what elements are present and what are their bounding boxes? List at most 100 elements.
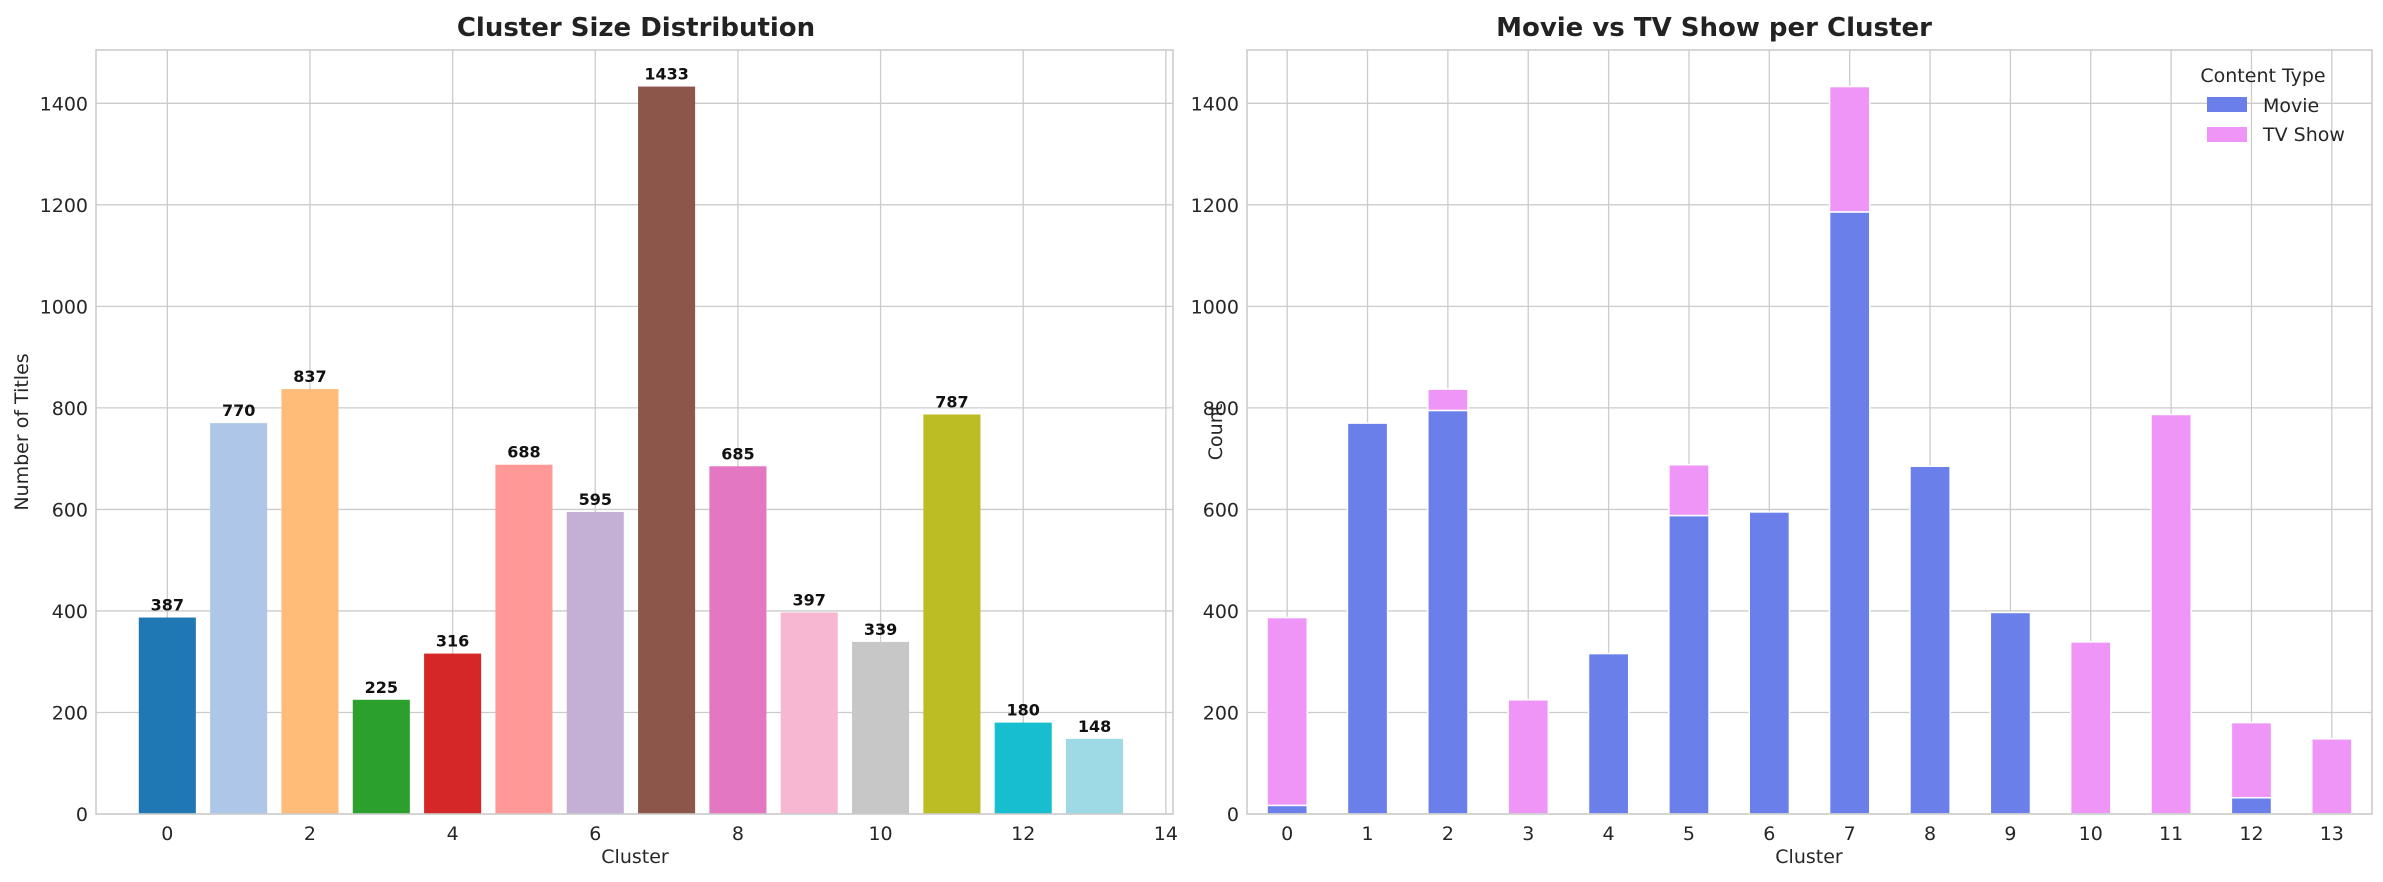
x-tick-label: 8 bbox=[732, 823, 744, 845]
plot-frame bbox=[1246, 49, 2373, 815]
y-tick-label: 1000 bbox=[1191, 296, 1239, 318]
y-tick-label: 400 bbox=[52, 601, 88, 623]
y-tick-label: 1200 bbox=[40, 195, 88, 217]
data-label-cluster-12: 180 bbox=[1007, 701, 1040, 720]
plot-frame bbox=[95, 49, 1174, 815]
data-label-cluster-8: 685 bbox=[721, 444, 754, 463]
y-tick-label: 800 bbox=[1203, 398, 1239, 420]
bar-cluster-1 bbox=[210, 423, 268, 814]
data-label-cluster-5: 688 bbox=[507, 443, 540, 462]
x-tick-label: 7 bbox=[1844, 823, 1856, 845]
data-label-cluster-7: 1433 bbox=[644, 65, 689, 84]
y-tick-label: 1400 bbox=[1191, 93, 1239, 115]
y-tick-labels: 0 200 400 600 800 1000 1200 1400 bbox=[40, 93, 88, 826]
x-tick-label: 2 bbox=[304, 823, 316, 845]
x-tick-label: 12 bbox=[1011, 823, 1035, 845]
y-tick-label: 1000 bbox=[40, 296, 88, 318]
data-label-cluster-3: 225 bbox=[365, 678, 398, 697]
y-tick-label: 0 bbox=[76, 804, 88, 826]
bar-cluster-2 bbox=[281, 389, 339, 814]
y-tick-label: 400 bbox=[1203, 601, 1239, 623]
y-tick-labels: 0 200 400 600 800 1000 1200 1400 bbox=[1191, 93, 1239, 826]
x-tick-label: 0 bbox=[1281, 823, 1293, 845]
x-axis-label: Cluster bbox=[1775, 846, 1843, 868]
x-tick-label: 12 bbox=[2239, 823, 2263, 845]
bar-cluster-0 bbox=[138, 617, 196, 814]
y-axis-label: Number of Titles bbox=[11, 353, 33, 510]
x-tick-label: 8 bbox=[1924, 823, 1936, 845]
data-label-cluster-11: 787 bbox=[935, 392, 968, 411]
bar-cluster-11 bbox=[923, 414, 981, 814]
bar-tv-show-cluster-0 bbox=[1266, 616, 1309, 807]
y-tick-label: 0 bbox=[1227, 804, 1239, 826]
bar-movie-cluster-5 bbox=[1668, 514, 1710, 815]
bar-cluster-8 bbox=[709, 466, 767, 814]
x-tick-label: 9 bbox=[2004, 823, 2016, 845]
bar-cluster-9 bbox=[780, 612, 838, 814]
bar-movie-cluster-8 bbox=[1909, 465, 1951, 815]
x-tick-labels: 0 1 2 3 4 5 6 7 8 9 10 11 12 13 bbox=[1281, 823, 2344, 845]
chart-title: Movie vs TV Show per Cluster bbox=[1496, 13, 1932, 43]
bar-tv-show-cluster-11 bbox=[2150, 413, 2192, 815]
x-tick-label: 1 bbox=[1361, 823, 1373, 845]
x-tick-label: 6 bbox=[1763, 823, 1775, 845]
bar-tv-show-cluster-13 bbox=[2310, 738, 2353, 815]
bar-tv-show-cluster-3 bbox=[1507, 699, 1550, 815]
legend-label-movie: Movie bbox=[2263, 95, 2319, 117]
data-label-cluster-9: 397 bbox=[793, 590, 826, 609]
bar-movie-cluster-9 bbox=[1989, 611, 2032, 815]
gridlines bbox=[1247, 50, 2372, 815]
data-label-cluster-4: 316 bbox=[436, 632, 469, 651]
y-tick-label: 200 bbox=[52, 702, 88, 724]
bar-movie-cluster-1 bbox=[1346, 422, 1389, 815]
data-label-cluster-2: 837 bbox=[293, 367, 326, 386]
bar-movie-cluster-2 bbox=[1427, 409, 1469, 815]
bar-cluster-5 bbox=[495, 464, 553, 814]
x-tick-label: 14 bbox=[1154, 823, 1178, 845]
bar-movie-cluster-7 bbox=[1828, 211, 1871, 815]
x-axis-label: Cluster bbox=[601, 846, 669, 868]
x-tick-label: 10 bbox=[868, 823, 892, 845]
bar-tv-show-cluster-2 bbox=[1427, 388, 1469, 412]
x-tick-label: 11 bbox=[2159, 823, 2183, 845]
cluster-size-chart: Cluster Size Distribution 387 770 837 225 31… bbox=[11, 13, 1178, 868]
bar-tv-show-cluster-5 bbox=[1668, 463, 1710, 517]
data-label-cluster-10: 339 bbox=[864, 620, 897, 639]
data-labels: 387 770 837 225 316 688 595 1433 685 397 339 787 180… bbox=[151, 65, 1112, 736]
data-label-cluster-13: 148 bbox=[1078, 717, 1111, 736]
bar-movie-cluster-4 bbox=[1587, 652, 1630, 815]
bars bbox=[138, 86, 1124, 814]
data-label-cluster-1: 770 bbox=[222, 401, 255, 420]
bar-movie-cluster-6 bbox=[1748, 511, 1791, 815]
bar-cluster-10 bbox=[852, 641, 910, 814]
x-tick-labels: 0 2 4 6 8 10 12 14 bbox=[161, 823, 1178, 845]
legend-swatch-tv-show bbox=[2207, 127, 2247, 142]
x-tick-label: 10 bbox=[2079, 823, 2103, 845]
bar-movie-cluster-0 bbox=[1266, 804, 1309, 815]
y-tick-label: 1200 bbox=[1191, 195, 1239, 217]
x-tick-label: 0 bbox=[161, 823, 173, 845]
x-tick-label: 13 bbox=[2320, 823, 2344, 845]
y-tick-label: 600 bbox=[1203, 499, 1239, 521]
y-axis-label: Count bbox=[1205, 404, 1227, 460]
bar-cluster-12 bbox=[994, 722, 1052, 814]
chart-title: Cluster Size Distribution bbox=[457, 13, 815, 43]
bar-tv-show-cluster-7 bbox=[1828, 85, 1871, 213]
bar-cluster-3 bbox=[352, 699, 410, 814]
legend: Content Type Movie TV Show bbox=[2200, 65, 2345, 146]
data-label-cluster-6: 595 bbox=[579, 490, 612, 509]
x-tick-label: 6 bbox=[589, 823, 601, 845]
x-tick-label: 5 bbox=[1683, 823, 1695, 845]
x-tick-label: 3 bbox=[1522, 823, 1534, 845]
bar-tv-show-cluster-10 bbox=[2069, 641, 2112, 815]
bar-cluster-6 bbox=[566, 511, 624, 814]
bar-movie-cluster-12 bbox=[2230, 797, 2273, 815]
y-tick-label: 200 bbox=[1203, 702, 1239, 724]
legend-label-tv-show: TV Show bbox=[2262, 124, 2345, 146]
x-tick-label: 4 bbox=[447, 823, 459, 845]
y-tick-label: 800 bbox=[52, 398, 88, 420]
bar-cluster-4 bbox=[424, 653, 482, 814]
x-tick-label: 4 bbox=[1603, 823, 1615, 845]
legend-title: Content Type bbox=[2200, 65, 2325, 87]
